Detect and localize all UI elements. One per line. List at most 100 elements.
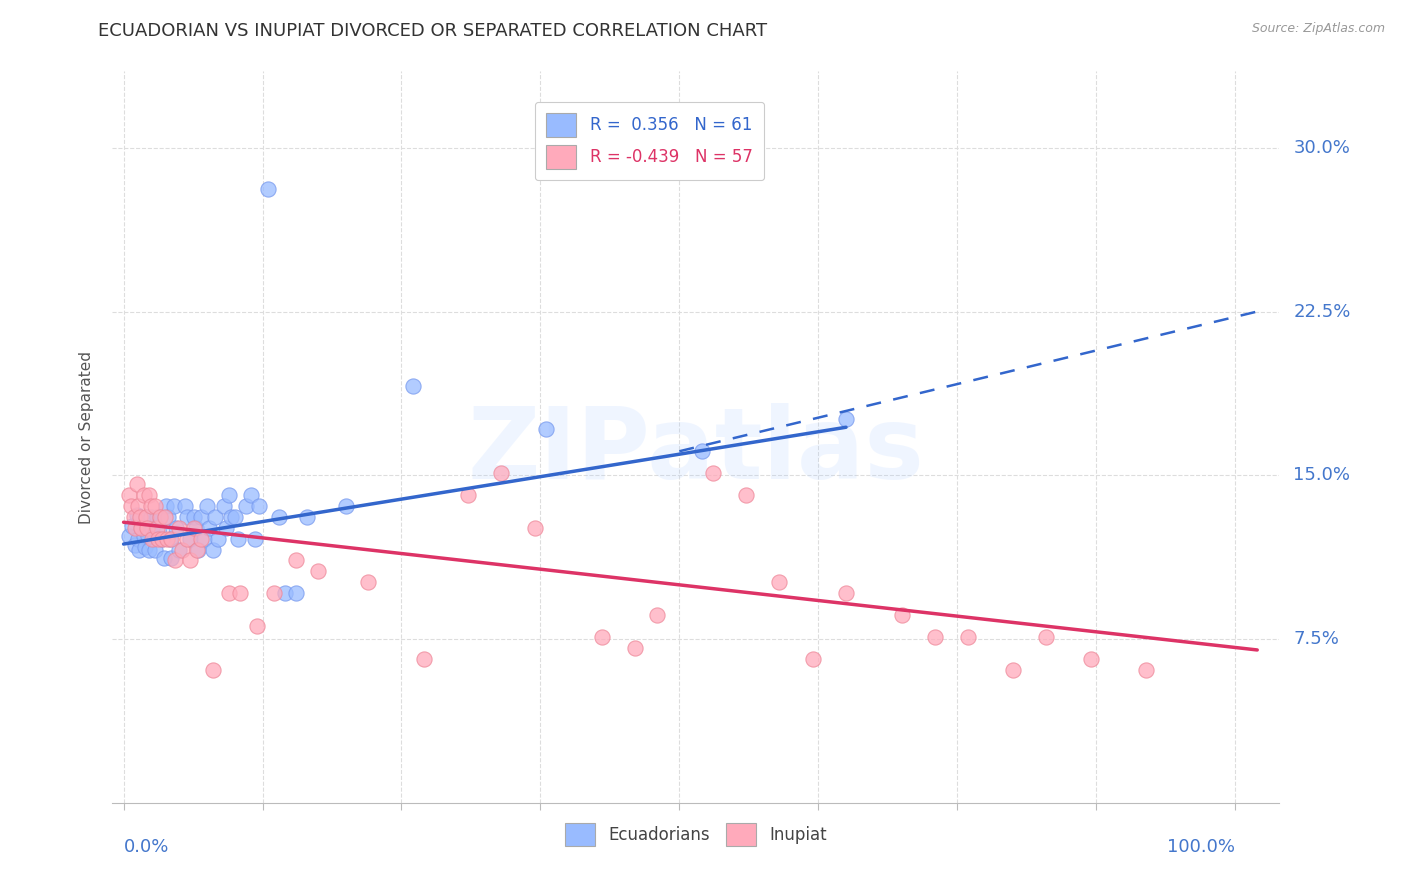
Point xyxy=(136,521,159,535)
Point xyxy=(132,488,155,502)
Point xyxy=(1080,651,1102,665)
Point xyxy=(138,488,160,502)
Point xyxy=(141,499,163,513)
Point xyxy=(118,488,141,502)
Point xyxy=(176,532,198,546)
Text: 30.0%: 30.0% xyxy=(1294,139,1350,157)
Point xyxy=(134,541,156,555)
Point xyxy=(221,509,243,524)
Point xyxy=(243,532,266,546)
Point xyxy=(122,509,145,524)
Point xyxy=(412,651,434,665)
Point xyxy=(152,532,174,546)
Point xyxy=(131,521,153,535)
Point xyxy=(801,651,824,665)
Point xyxy=(159,532,181,546)
Point xyxy=(125,477,148,491)
Point xyxy=(156,532,179,546)
Point xyxy=(148,521,170,535)
Point xyxy=(195,499,218,513)
Point xyxy=(957,630,980,644)
Point xyxy=(240,488,263,502)
Text: ZIPatlas: ZIPatlas xyxy=(468,403,924,500)
Point xyxy=(152,532,174,546)
Point xyxy=(218,488,240,502)
Point xyxy=(204,509,226,524)
Point xyxy=(121,518,143,533)
Point xyxy=(229,586,252,600)
Point xyxy=(131,521,153,535)
Point xyxy=(702,466,724,480)
Point xyxy=(835,411,858,425)
Point xyxy=(491,466,513,480)
Y-axis label: Divorced or Separated: Divorced or Separated xyxy=(79,351,94,524)
Point xyxy=(187,542,209,557)
Point xyxy=(591,630,613,644)
Point xyxy=(127,532,149,546)
Point xyxy=(212,499,235,513)
Point xyxy=(153,509,176,524)
Point xyxy=(172,542,194,557)
Point xyxy=(143,499,166,513)
Text: 100.0%: 100.0% xyxy=(1167,838,1234,855)
Point xyxy=(118,529,141,543)
Point xyxy=(735,488,758,502)
Point xyxy=(149,509,172,524)
Point xyxy=(149,509,172,524)
Point xyxy=(138,542,160,557)
Point xyxy=(263,586,285,600)
Point xyxy=(295,509,318,524)
Point xyxy=(201,542,224,557)
Point xyxy=(193,532,215,546)
Point xyxy=(120,499,142,513)
Point xyxy=(307,565,329,579)
Point xyxy=(924,630,946,644)
Point xyxy=(146,509,169,524)
Point xyxy=(224,509,246,524)
Point xyxy=(157,509,180,524)
Point xyxy=(215,521,238,535)
Point xyxy=(165,521,187,535)
Point xyxy=(183,509,205,524)
Point xyxy=(128,542,150,557)
Point xyxy=(1001,663,1024,677)
Text: 22.5%: 22.5% xyxy=(1294,302,1351,320)
Point xyxy=(160,551,183,566)
Point xyxy=(135,509,157,524)
Point xyxy=(335,499,357,513)
Point xyxy=(186,542,208,557)
Point xyxy=(190,509,212,524)
Point xyxy=(218,586,240,600)
Point xyxy=(645,607,668,622)
Point xyxy=(141,532,163,546)
Point xyxy=(132,529,155,543)
Point xyxy=(136,529,159,543)
Point xyxy=(143,542,166,557)
Point xyxy=(167,542,190,557)
Point xyxy=(1135,663,1157,677)
Point xyxy=(184,521,207,535)
Point xyxy=(141,521,163,535)
Point xyxy=(523,521,546,535)
Point xyxy=(127,499,149,513)
Point xyxy=(401,378,423,392)
Point xyxy=(357,575,380,590)
Point xyxy=(246,619,269,633)
Point xyxy=(124,521,146,535)
Point xyxy=(142,532,165,546)
Point xyxy=(160,532,183,546)
Point xyxy=(201,663,224,677)
Point xyxy=(146,532,169,546)
Point xyxy=(534,422,557,436)
Point xyxy=(129,509,152,524)
Point xyxy=(190,532,212,546)
Point xyxy=(167,521,190,535)
Point xyxy=(235,499,257,513)
Point xyxy=(624,640,647,655)
Text: 15.0%: 15.0% xyxy=(1294,467,1350,484)
Point xyxy=(173,499,195,513)
Point xyxy=(179,553,201,567)
Point xyxy=(835,586,858,600)
Point xyxy=(124,538,146,552)
Point xyxy=(163,553,186,567)
